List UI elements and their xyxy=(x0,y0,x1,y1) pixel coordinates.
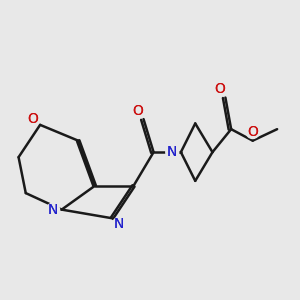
Circle shape xyxy=(166,146,179,159)
Text: N: N xyxy=(167,145,178,159)
Text: O: O xyxy=(28,112,38,126)
Circle shape xyxy=(113,218,126,230)
Circle shape xyxy=(246,126,259,139)
Text: O: O xyxy=(247,125,258,139)
Text: O: O xyxy=(132,103,143,118)
Text: N: N xyxy=(48,202,58,217)
Text: O: O xyxy=(214,82,225,96)
Text: O: O xyxy=(247,125,258,139)
Circle shape xyxy=(131,104,144,117)
Text: O: O xyxy=(214,82,225,96)
Text: N: N xyxy=(114,217,124,231)
Circle shape xyxy=(46,203,59,216)
Text: N: N xyxy=(114,217,124,231)
Text: N: N xyxy=(167,145,178,159)
Text: O: O xyxy=(28,112,38,126)
Circle shape xyxy=(26,113,39,126)
Text: N: N xyxy=(48,202,58,217)
Text: O: O xyxy=(132,103,143,118)
Circle shape xyxy=(213,82,226,95)
